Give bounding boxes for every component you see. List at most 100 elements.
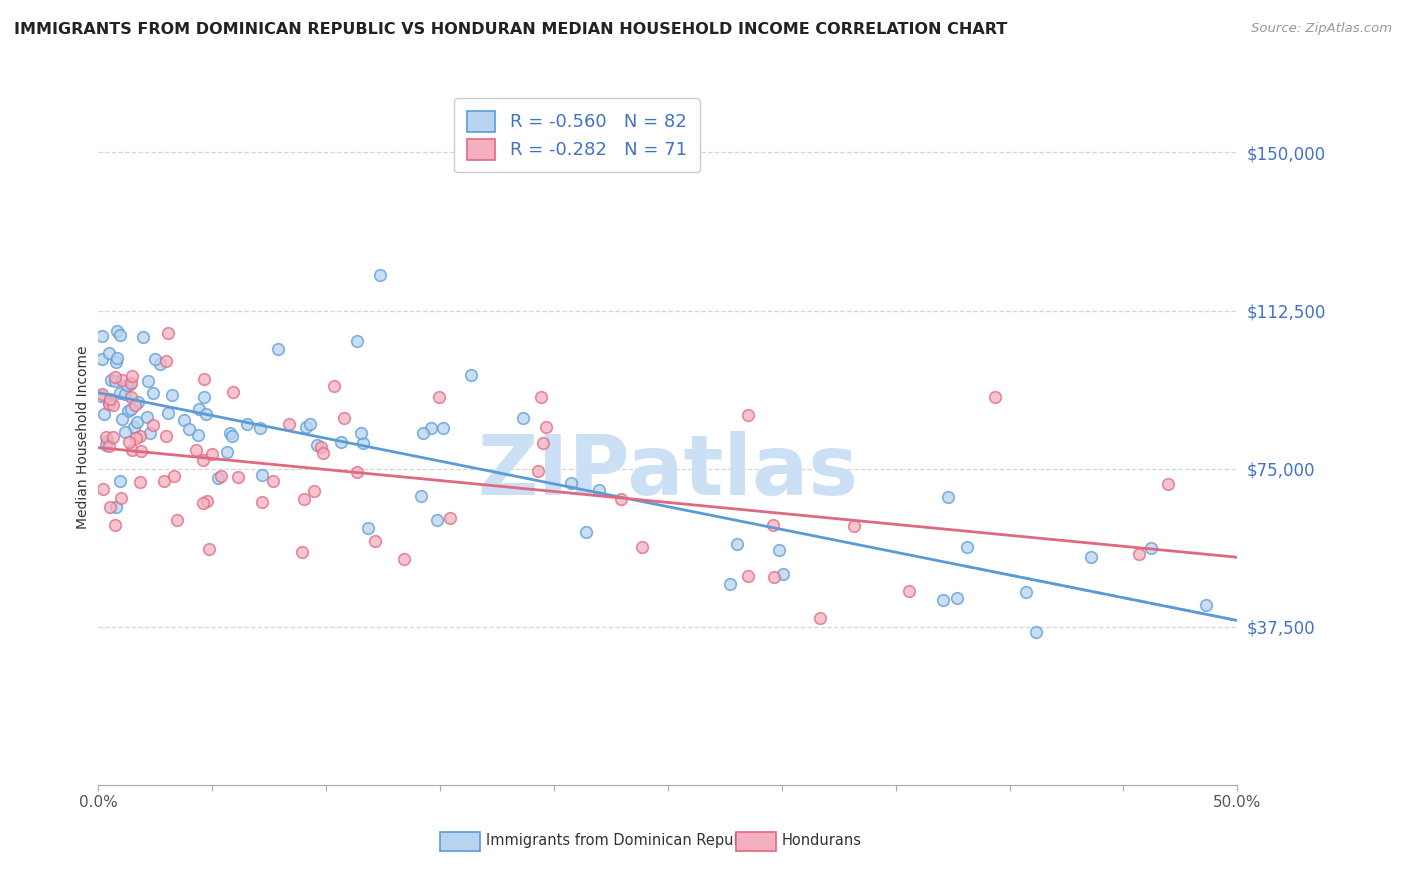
Point (295, 420, 318, 434)
Point (427, 390, 450, 404)
Point (121, 368, 143, 383)
Point (1195, 598, 1218, 612)
Point (1140, 541, 1163, 556)
Text: IMMIGRANTS FROM DOMINICAN REPUBLIC VS HONDURAN MEDIAN HOUSEHOLD INCOME CORRELATI: IMMIGRANTS FROM DOMINICAN REPUBLIC VS HO… (14, 22, 1007, 37)
Point (195, 407, 218, 421)
Point (91, 329, 114, 343)
Point (155, 429, 177, 443)
Point (125, 415, 148, 429)
Point (187, 428, 209, 442)
Point (772, 567, 794, 582)
Point (201, 448, 224, 462)
Point (129, 429, 152, 443)
Point (411, 489, 433, 503)
Point (956, 540, 979, 554)
Point (221, 384, 243, 399)
FancyBboxPatch shape (440, 831, 479, 851)
Point (984, 390, 1007, 404)
Point (142, 385, 165, 400)
Point (132, 330, 155, 344)
Point (527, 464, 550, 478)
Point (236, 417, 259, 431)
Point (157, 326, 180, 341)
Point (141, 417, 163, 432)
Point (114, 387, 136, 401)
Point (946, 591, 969, 605)
Point (111, 412, 134, 426)
Point (353, 436, 375, 450)
Point (332, 411, 354, 425)
Point (298, 417, 321, 432)
Point (1157, 476, 1180, 491)
Point (117, 435, 139, 450)
Point (512, 411, 534, 425)
Point (103, 430, 125, 444)
Point (897, 584, 920, 599)
Text: Immigrants from Dominican Republic: Immigrants from Dominican Republic (485, 833, 759, 848)
Point (392, 551, 415, 566)
Point (346, 465, 368, 479)
Point (125, 431, 148, 445)
Point (90, 387, 112, 401)
Point (534, 419, 557, 434)
Point (94, 429, 117, 443)
Point (129, 475, 152, 490)
Point (104, 518, 127, 533)
Point (97, 397, 120, 411)
Point (120, 376, 142, 391)
Point (725, 537, 748, 551)
Point (127, 395, 149, 409)
Point (93, 407, 115, 421)
Point (136, 374, 159, 388)
Point (120, 376, 142, 391)
Point (198, 541, 221, 556)
Point (177, 422, 200, 436)
Point (302, 483, 325, 498)
Point (277, 417, 299, 431)
Point (350, 425, 373, 440)
Point (363, 534, 385, 549)
Point (195, 494, 218, 508)
Point (97, 439, 120, 453)
Point (91, 482, 114, 496)
Point (139, 425, 162, 440)
Point (808, 611, 831, 625)
Point (630, 540, 652, 554)
Point (762, 517, 785, 532)
Point (322, 379, 344, 393)
Point (262, 475, 284, 489)
Point (1080, 549, 1102, 564)
Point (100, 373, 122, 387)
Point (412, 425, 434, 440)
Point (531, 435, 554, 450)
Point (117, 404, 139, 418)
Point (191, 496, 214, 510)
Point (188, 401, 211, 416)
Point (530, 390, 553, 404)
FancyBboxPatch shape (737, 831, 776, 851)
Point (153, 474, 176, 488)
Point (105, 324, 128, 338)
Point (98, 392, 121, 406)
Point (94, 438, 117, 452)
Point (460, 368, 482, 382)
Point (155, 354, 177, 368)
Point (560, 476, 582, 491)
Point (426, 512, 449, 526)
Point (184, 443, 207, 458)
Point (207, 471, 229, 485)
Point (221, 429, 243, 443)
Point (103, 374, 125, 388)
Point (136, 409, 159, 424)
Point (108, 474, 131, 488)
Legend: R = -0.560   N = 82, R = -0.282   N = 71: R = -0.560 N = 82, R = -0.282 N = 71 (454, 98, 700, 172)
Point (105, 354, 128, 368)
Point (368, 268, 391, 282)
Point (160, 388, 183, 402)
Point (291, 545, 314, 559)
Point (1015, 585, 1038, 599)
Point (763, 570, 786, 584)
Point (420, 420, 443, 434)
Point (114, 425, 136, 440)
Point (173, 413, 195, 427)
